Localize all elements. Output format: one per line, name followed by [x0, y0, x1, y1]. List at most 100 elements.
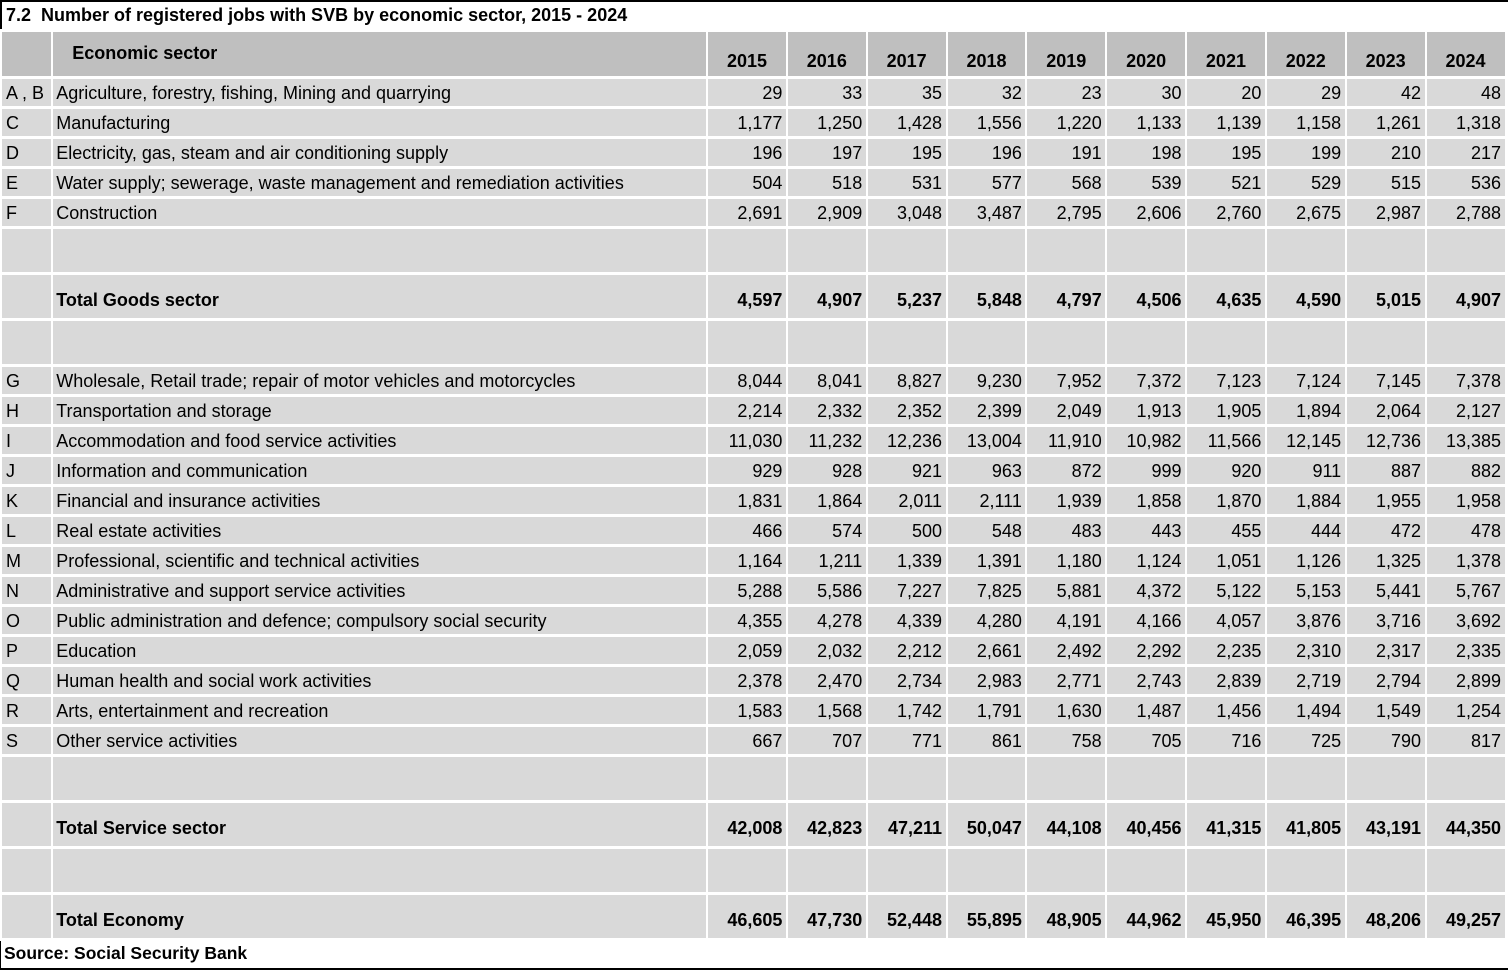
- value-cell: 5,767: [1426, 577, 1505, 604]
- sector-name-cell: [53, 849, 707, 892]
- sector-name-cell: Information and communication: [53, 457, 707, 484]
- value-cell: 1,831: [708, 487, 786, 514]
- value-cell: 5,441: [1346, 577, 1425, 604]
- value-cell: 5,153: [1266, 577, 1345, 604]
- table-row: G Wholesale, Retail trade; repair of moto…: [2, 367, 1505, 394]
- value-cell: 2,771: [1027, 667, 1106, 694]
- value-cell: [1187, 757, 1265, 800]
- value-cell: 4,907: [787, 275, 866, 318]
- value-cell: 2,064: [1346, 397, 1425, 424]
- sector-code-cell: R: [2, 697, 52, 724]
- sector-name-cell: Water supply; sewerage, waste management…: [53, 169, 707, 196]
- value-cell: 33: [787, 79, 866, 106]
- value-cell: 707: [787, 727, 866, 754]
- table-row: Q Human health and social work activities…: [2, 667, 1505, 694]
- sector-name-cell: Financial and insurance activities: [53, 487, 707, 514]
- value-cell: [1027, 849, 1106, 892]
- table-row: K Financial and insurance activities 1,831…: [2, 487, 1505, 514]
- sector-name-cell: Arts, entertainment and recreation: [53, 697, 707, 724]
- sector-name-cell: Human health and social work activities: [53, 667, 707, 694]
- value-cell: [1426, 849, 1505, 892]
- value-cell: 725: [1266, 727, 1345, 754]
- table-row: A , B Agriculture, forestry, fishing, Min…: [2, 79, 1505, 106]
- value-cell: 911: [1266, 457, 1345, 484]
- value-cell: [787, 229, 866, 272]
- value-cell: 790: [1346, 727, 1425, 754]
- value-cell: 35: [867, 79, 946, 106]
- value-cell: 210: [1346, 139, 1425, 166]
- sector-name-cell: Manufacturing: [53, 109, 707, 136]
- sector-name-cell: Accommodation and food service activitie…: [53, 427, 707, 454]
- value-cell: 2,335: [1426, 637, 1505, 664]
- value-cell: 2,049: [1027, 397, 1106, 424]
- value-cell: 1,894: [1266, 397, 1345, 424]
- sector-name-cell: Public administration and defence; compu…: [53, 607, 707, 634]
- value-cell: 1,556: [947, 109, 1026, 136]
- sector-name-cell: Agriculture, forestry, fishing, Mining a…: [53, 79, 707, 106]
- value-cell: 3,716: [1346, 607, 1425, 634]
- sector-code-cell: E: [2, 169, 52, 196]
- value-cell: 1,339: [867, 547, 946, 574]
- value-cell: [1346, 849, 1425, 892]
- sector-code-cell: I: [2, 427, 52, 454]
- value-cell: 2,675: [1266, 199, 1345, 226]
- year-column-header: 2020: [1107, 32, 1186, 76]
- value-cell: 47,211: [867, 803, 946, 846]
- value-cell: 2,691: [708, 199, 786, 226]
- value-cell: 48,905: [1027, 895, 1106, 938]
- table-row: C Manufacturing 1,177 1,250 1,428 1,556 1,220 1…: [2, 109, 1505, 136]
- sector-code-cell: [2, 849, 52, 892]
- value-cell: 521: [1187, 169, 1265, 196]
- value-cell: [1107, 321, 1186, 364]
- value-cell: 12,145: [1266, 427, 1345, 454]
- value-cell: 10,982: [1107, 427, 1186, 454]
- value-cell: 2,032: [787, 637, 866, 664]
- value-cell: 13,385: [1426, 427, 1505, 454]
- sector-code-cell: O: [2, 607, 52, 634]
- sector-code-cell: [2, 275, 52, 318]
- table-row: I Accommodation and food service activiti…: [2, 427, 1505, 454]
- value-cell: 1,325: [1346, 547, 1425, 574]
- value-cell: 2,214: [708, 397, 786, 424]
- value-cell: 1,220: [1027, 109, 1106, 136]
- value-cell: 2,983: [947, 667, 1026, 694]
- sector-code-cell: Q: [2, 667, 52, 694]
- value-cell: [787, 849, 866, 892]
- value-cell: 1,864: [787, 487, 866, 514]
- sector-code-cell: A , B: [2, 79, 52, 106]
- value-cell: 758: [1027, 727, 1106, 754]
- value-cell: [1346, 229, 1425, 272]
- value-cell: 443: [1107, 517, 1186, 544]
- value-cell: [1426, 229, 1505, 272]
- value-cell: 472: [1346, 517, 1425, 544]
- sector-code-cell: N: [2, 577, 52, 604]
- value-cell: 2,310: [1266, 637, 1345, 664]
- table-body: A , B Agriculture, forestry, fishing, Min…: [2, 79, 1505, 938]
- value-cell: [1266, 229, 1345, 272]
- value-cell: 1,568: [787, 697, 866, 724]
- year-column-header: 2022: [1266, 32, 1345, 76]
- value-cell: 518: [787, 169, 866, 196]
- value-cell: 1,958: [1426, 487, 1505, 514]
- value-cell: 1,124: [1107, 547, 1186, 574]
- value-cell: [947, 849, 1026, 892]
- page-title: 7.2 Number of registered jobs with SVB b…: [0, 0, 1508, 29]
- value-cell: [947, 229, 1026, 272]
- value-cell: 55,895: [947, 895, 1026, 938]
- sector-name-cell: Professional, scientific and technical a…: [53, 547, 707, 574]
- sector-name-cell: Other service activities: [53, 727, 707, 754]
- value-cell: 999: [1107, 457, 1186, 484]
- value-cell: 29: [1266, 79, 1345, 106]
- value-cell: 1,742: [867, 697, 946, 724]
- sector-code-cell: F: [2, 199, 52, 226]
- table-row: J Information and communication 929 928 921 9…: [2, 457, 1505, 484]
- sector-code-cell: H: [2, 397, 52, 424]
- value-cell: [708, 229, 786, 272]
- value-cell: 197: [787, 139, 866, 166]
- value-cell: [1426, 321, 1505, 364]
- value-cell: 2,111: [947, 487, 1026, 514]
- value-cell: 49,257: [1426, 895, 1505, 938]
- value-cell: 574: [787, 517, 866, 544]
- value-cell: 3,692: [1426, 607, 1505, 634]
- value-cell: 455: [1187, 517, 1265, 544]
